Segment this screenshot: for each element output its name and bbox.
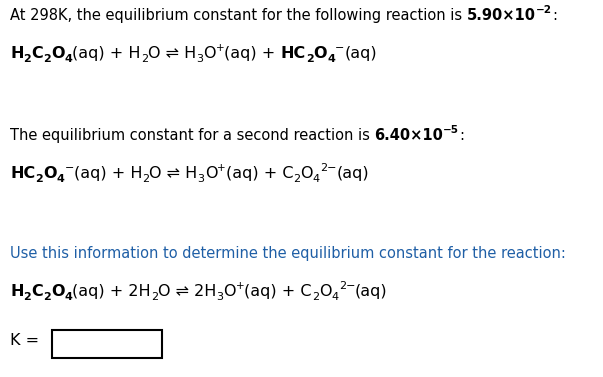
Text: O: O xyxy=(43,166,57,181)
Text: −5: −5 xyxy=(443,125,459,135)
Text: 4: 4 xyxy=(57,174,65,184)
Text: (aq) + C: (aq) + C xyxy=(244,284,312,299)
Text: 2−: 2− xyxy=(339,281,355,291)
Text: 2: 2 xyxy=(142,174,150,184)
Text: 4: 4 xyxy=(65,292,72,302)
Text: (aq) + 2H: (aq) + 2H xyxy=(72,284,151,299)
Text: O ⇌ 2H: O ⇌ 2H xyxy=(158,284,216,299)
Text: K =: K = xyxy=(10,333,44,348)
Text: 2: 2 xyxy=(293,174,300,184)
Text: (aq): (aq) xyxy=(336,166,369,181)
Text: 2: 2 xyxy=(43,292,51,302)
Text: (aq) + C: (aq) + C xyxy=(226,166,293,181)
Text: O: O xyxy=(300,166,313,181)
Text: 3: 3 xyxy=(196,54,203,64)
Text: (aq): (aq) xyxy=(355,284,388,299)
Text: 5.90×10: 5.90×10 xyxy=(467,8,535,23)
Text: 4: 4 xyxy=(313,174,320,184)
Text: (aq) +: (aq) + xyxy=(224,46,280,61)
Text: 2: 2 xyxy=(43,54,51,64)
Text: 4: 4 xyxy=(327,54,335,64)
Text: (aq) + H: (aq) + H xyxy=(72,46,140,61)
Text: 2: 2 xyxy=(140,54,148,64)
Text: 2: 2 xyxy=(24,54,31,64)
Text: (aq): (aq) xyxy=(344,46,377,61)
Text: 3: 3 xyxy=(198,174,204,184)
Text: 2: 2 xyxy=(312,292,319,302)
Text: 2: 2 xyxy=(24,292,31,302)
Text: H: H xyxy=(10,46,24,61)
Text: O: O xyxy=(51,46,65,61)
Text: :: : xyxy=(459,128,464,143)
Text: −: − xyxy=(65,163,74,173)
Text: O: O xyxy=(223,284,236,299)
Text: 2: 2 xyxy=(306,54,314,64)
Text: The equilibrium constant for a second reaction is: The equilibrium constant for a second re… xyxy=(10,128,374,143)
Text: 4: 4 xyxy=(65,54,72,64)
FancyBboxPatch shape xyxy=(52,330,162,358)
Text: 2−: 2− xyxy=(320,163,336,173)
Text: C: C xyxy=(31,284,43,299)
Text: +: + xyxy=(215,43,224,53)
Text: 2: 2 xyxy=(35,174,43,184)
Text: 4: 4 xyxy=(332,292,339,302)
Text: +: + xyxy=(236,281,244,291)
Text: HC: HC xyxy=(280,46,306,61)
Text: Use this information to determine the equilibrium constant for the reaction:: Use this information to determine the eq… xyxy=(10,246,566,261)
Text: +: + xyxy=(217,163,226,173)
Text: H: H xyxy=(10,284,24,299)
Text: :: : xyxy=(552,8,557,23)
Text: HC: HC xyxy=(10,166,35,181)
Text: (aq) + H: (aq) + H xyxy=(74,166,142,181)
Text: 3: 3 xyxy=(216,292,223,302)
Text: −2: −2 xyxy=(535,5,552,15)
Text: 6.40×10: 6.40×10 xyxy=(374,128,443,143)
Text: O: O xyxy=(319,284,332,299)
Text: O: O xyxy=(203,46,215,61)
Text: O: O xyxy=(204,166,217,181)
Text: O: O xyxy=(314,46,327,61)
Text: 2: 2 xyxy=(151,292,158,302)
Text: −: − xyxy=(335,43,344,53)
Text: At 298K, the equilibrium constant for the following reaction is: At 298K, the equilibrium constant for th… xyxy=(10,8,467,23)
Text: O ⇌ H: O ⇌ H xyxy=(150,166,198,181)
Text: O: O xyxy=(51,284,65,299)
Text: C: C xyxy=(31,46,43,61)
Text: O ⇌ H: O ⇌ H xyxy=(148,46,196,61)
